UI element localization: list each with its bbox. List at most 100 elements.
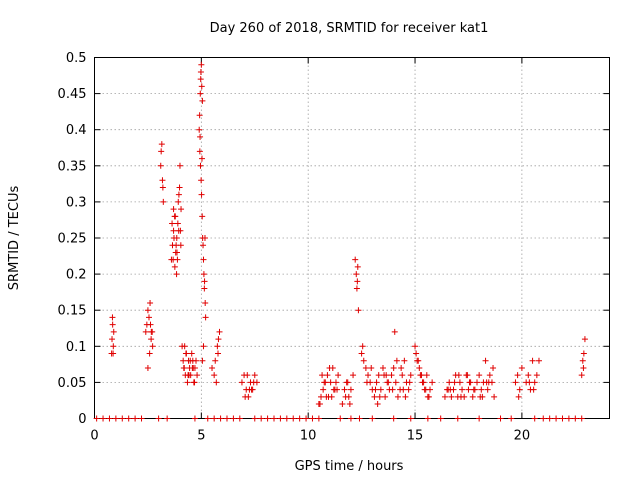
data-point (452, 379, 458, 385)
data-point (335, 372, 341, 378)
data-point (145, 307, 151, 313)
data-point (146, 314, 152, 320)
x-tick-label: 15 (407, 429, 424, 444)
data-point (328, 379, 334, 385)
data-point (448, 394, 454, 400)
y-tick-label: 0.25 (58, 232, 87, 247)
data-point (198, 177, 204, 183)
data-point (330, 365, 336, 371)
x-tick-label: 5 (197, 429, 205, 444)
data-point (371, 394, 377, 400)
data-point (368, 365, 374, 371)
data-point (442, 394, 448, 400)
data-point (333, 379, 339, 385)
data-point (526, 379, 532, 385)
data-point (547, 416, 553, 422)
data-point (159, 141, 165, 147)
data-point (110, 322, 116, 328)
y-tick-label: 0.35 (58, 159, 87, 174)
data-point (258, 416, 264, 422)
data-point (476, 416, 482, 422)
data-point (164, 416, 170, 422)
data-point (420, 379, 426, 385)
data-point (407, 379, 413, 385)
data-point (201, 286, 207, 292)
data-point (113, 416, 119, 422)
data-point (200, 242, 206, 248)
data-point (465, 387, 471, 393)
data-point (459, 387, 465, 393)
data-point (217, 329, 223, 335)
data-point (180, 358, 186, 364)
data-point (391, 416, 397, 422)
data-point (400, 387, 406, 393)
data-point (297, 416, 303, 422)
data-point (355, 264, 361, 270)
data-point (199, 358, 205, 364)
x-axis-label: GPS time / hours (295, 459, 404, 474)
data-point (160, 199, 166, 205)
data-point (392, 329, 398, 335)
data-point (110, 351, 116, 357)
data-point (199, 192, 205, 198)
data-point (417, 372, 423, 378)
data-point (203, 314, 209, 320)
data-point (189, 351, 195, 357)
data-point (360, 343, 366, 349)
data-point (317, 401, 323, 407)
data-point (175, 199, 181, 205)
data-point (399, 372, 405, 378)
y-tick-label: 0.3 (66, 195, 87, 210)
data-point (517, 387, 523, 393)
data-point (324, 372, 330, 378)
data-point (363, 365, 369, 371)
data-point (205, 416, 211, 422)
data-point (572, 416, 578, 422)
data-point (100, 416, 106, 422)
data-point (413, 351, 419, 357)
data-point (177, 163, 183, 169)
data-point (110, 343, 116, 349)
data-point (172, 213, 178, 219)
data-point (429, 379, 435, 385)
data-point (139, 416, 145, 422)
data-point (215, 351, 221, 357)
data-point (213, 379, 219, 385)
data-point (345, 379, 351, 385)
data-point (198, 62, 204, 68)
data-point (321, 379, 327, 385)
data-point (202, 300, 208, 306)
data-point (348, 416, 354, 422)
data-point (491, 394, 497, 400)
data-point (516, 394, 522, 400)
data-point (197, 112, 203, 118)
data-point (339, 401, 345, 407)
data-point (412, 343, 418, 349)
data-point (192, 379, 198, 385)
data-point (148, 329, 154, 335)
data-point (401, 358, 407, 364)
data-point (579, 372, 585, 378)
data-point (201, 271, 207, 277)
y-tick-label: 0.4 (66, 123, 87, 138)
data-point (483, 358, 489, 364)
data-point (319, 372, 325, 378)
data-point (197, 91, 203, 97)
data-point (457, 379, 463, 385)
data-point (172, 264, 178, 270)
data-point (199, 98, 205, 104)
data-point (343, 394, 349, 400)
data-point (350, 372, 356, 378)
data-point (374, 379, 380, 385)
data-point (580, 365, 586, 371)
data-point (224, 416, 230, 422)
data-point (359, 351, 365, 357)
data-point (147, 351, 153, 357)
data-point (202, 278, 208, 284)
data-point (347, 401, 353, 407)
data-point (239, 379, 245, 385)
data-point (290, 416, 296, 422)
data-point (174, 257, 180, 263)
data-point (271, 416, 277, 422)
data-point (178, 242, 184, 248)
